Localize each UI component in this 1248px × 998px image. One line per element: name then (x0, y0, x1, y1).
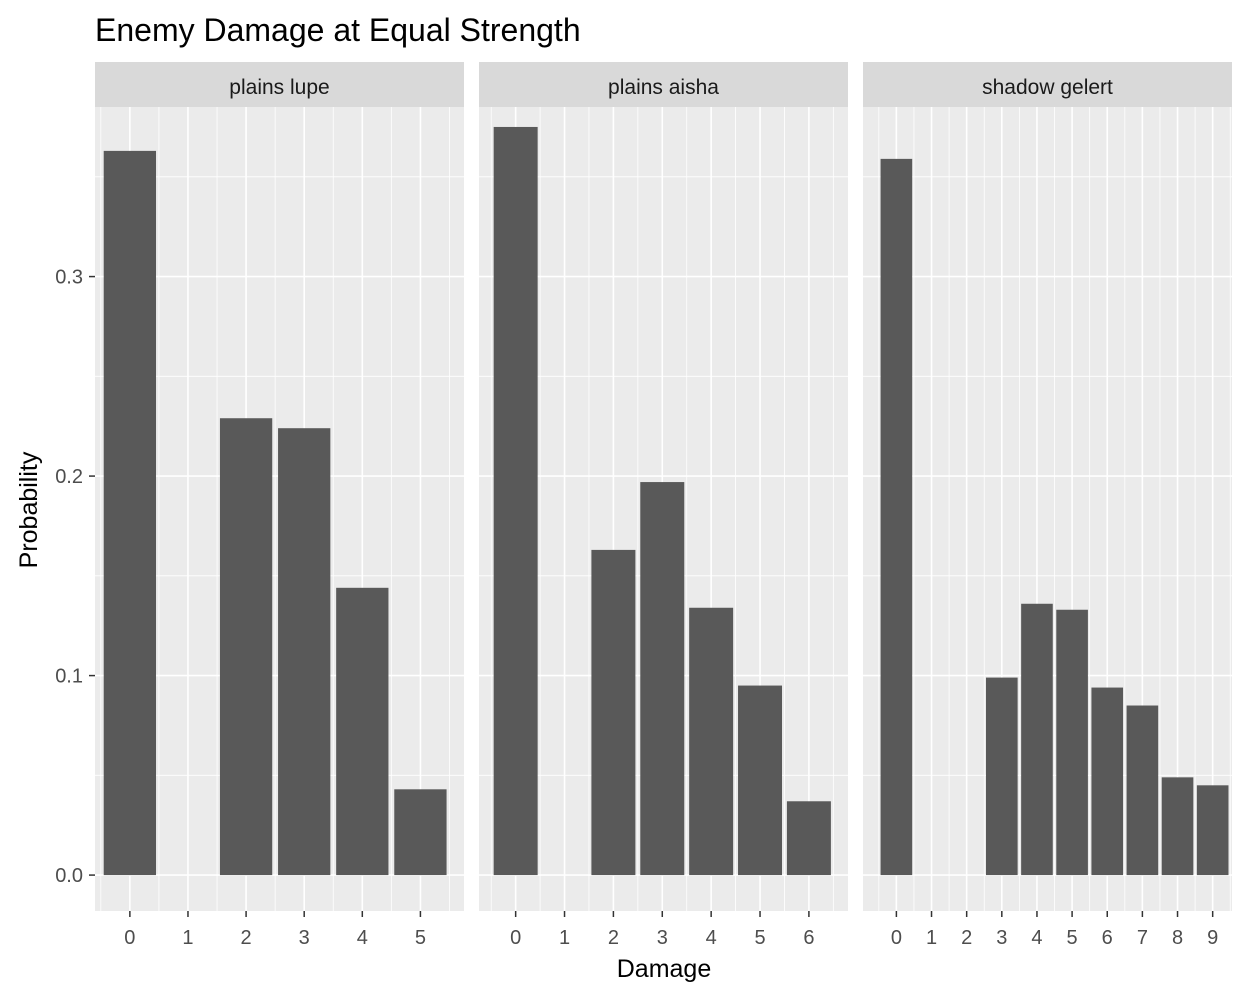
bar (1126, 705, 1159, 876)
y-tick-label: 0.1 (55, 666, 83, 688)
y-axis-title: Probability (15, 451, 43, 568)
bar (1161, 777, 1194, 876)
x-tick-label: 3 (299, 927, 310, 949)
bar (1021, 603, 1053, 876)
bar (640, 482, 685, 876)
bar (786, 801, 831, 876)
x-tick-label: 6 (1102, 927, 1113, 949)
x-tick-label: 3 (657, 927, 668, 949)
bar (219, 418, 273, 876)
facet-label: plains lupe (229, 76, 329, 99)
bar (689, 607, 734, 876)
facet-label: plains aisha (608, 76, 719, 99)
facet-strip (479, 62, 848, 107)
y-tick-label: 0.3 (55, 267, 83, 289)
x-tick-label: 1 (182, 927, 193, 949)
x-tick-label: 9 (1207, 927, 1218, 949)
x-tick-label: 4 (1031, 927, 1042, 949)
x-tick-label: 5 (415, 927, 426, 949)
x-tick-label: 1 (926, 927, 937, 949)
facet-strip (95, 62, 464, 107)
bar (880, 158, 913, 876)
y-tick-label: 0.0 (55, 865, 83, 887)
facet-panel: plains aisha 0 1 2 3 4 5 6 (479, 62, 848, 949)
x-tick-label: 7 (1137, 927, 1148, 949)
x-tick-label: 2 (241, 927, 252, 949)
facet-panel: plains lupe 0 1 2 3 4 5 (95, 62, 464, 949)
x-tick-label: 0 (124, 927, 135, 949)
x-tick-label: 5 (1067, 927, 1078, 949)
x-axis-title: Damage (617, 955, 712, 983)
chart-title: Enemy Damage at Equal Strength (95, 12, 581, 48)
x-tick-label: 1 (559, 927, 570, 949)
bar (336, 587, 389, 876)
y-tick-label: 0.2 (55, 466, 83, 488)
x-tick-label: 0 (891, 927, 902, 949)
bar (394, 789, 447, 876)
x-tick-label: 5 (754, 927, 765, 949)
x-tick-label: 2 (961, 927, 972, 949)
bar (1091, 687, 1124, 876)
bar (493, 126, 538, 876)
bar (1196, 785, 1229, 876)
x-tick-label: 8 (1172, 927, 1183, 949)
x-tick-label: 6 (803, 927, 814, 949)
bar (103, 150, 157, 876)
facet-label: shadow gelert (982, 76, 1113, 99)
bar (591, 549, 636, 876)
facet-panel: shadow gelert 0 1 2 3 4 5 6 7 8 9 (863, 62, 1232, 949)
facet-strip (863, 62, 1232, 107)
bar (986, 677, 1018, 876)
bar (1056, 609, 1088, 876)
x-tick-label: 4 (706, 927, 717, 949)
x-tick-label: 2 (608, 927, 619, 949)
x-tick-label: 3 (996, 927, 1007, 949)
y-axis: 0.0 0.1 0.2 0.3 (55, 267, 95, 887)
bar (278, 428, 331, 876)
bar (738, 685, 783, 876)
x-tick-label: 0 (510, 927, 521, 949)
x-tick-label: 4 (357, 927, 368, 949)
